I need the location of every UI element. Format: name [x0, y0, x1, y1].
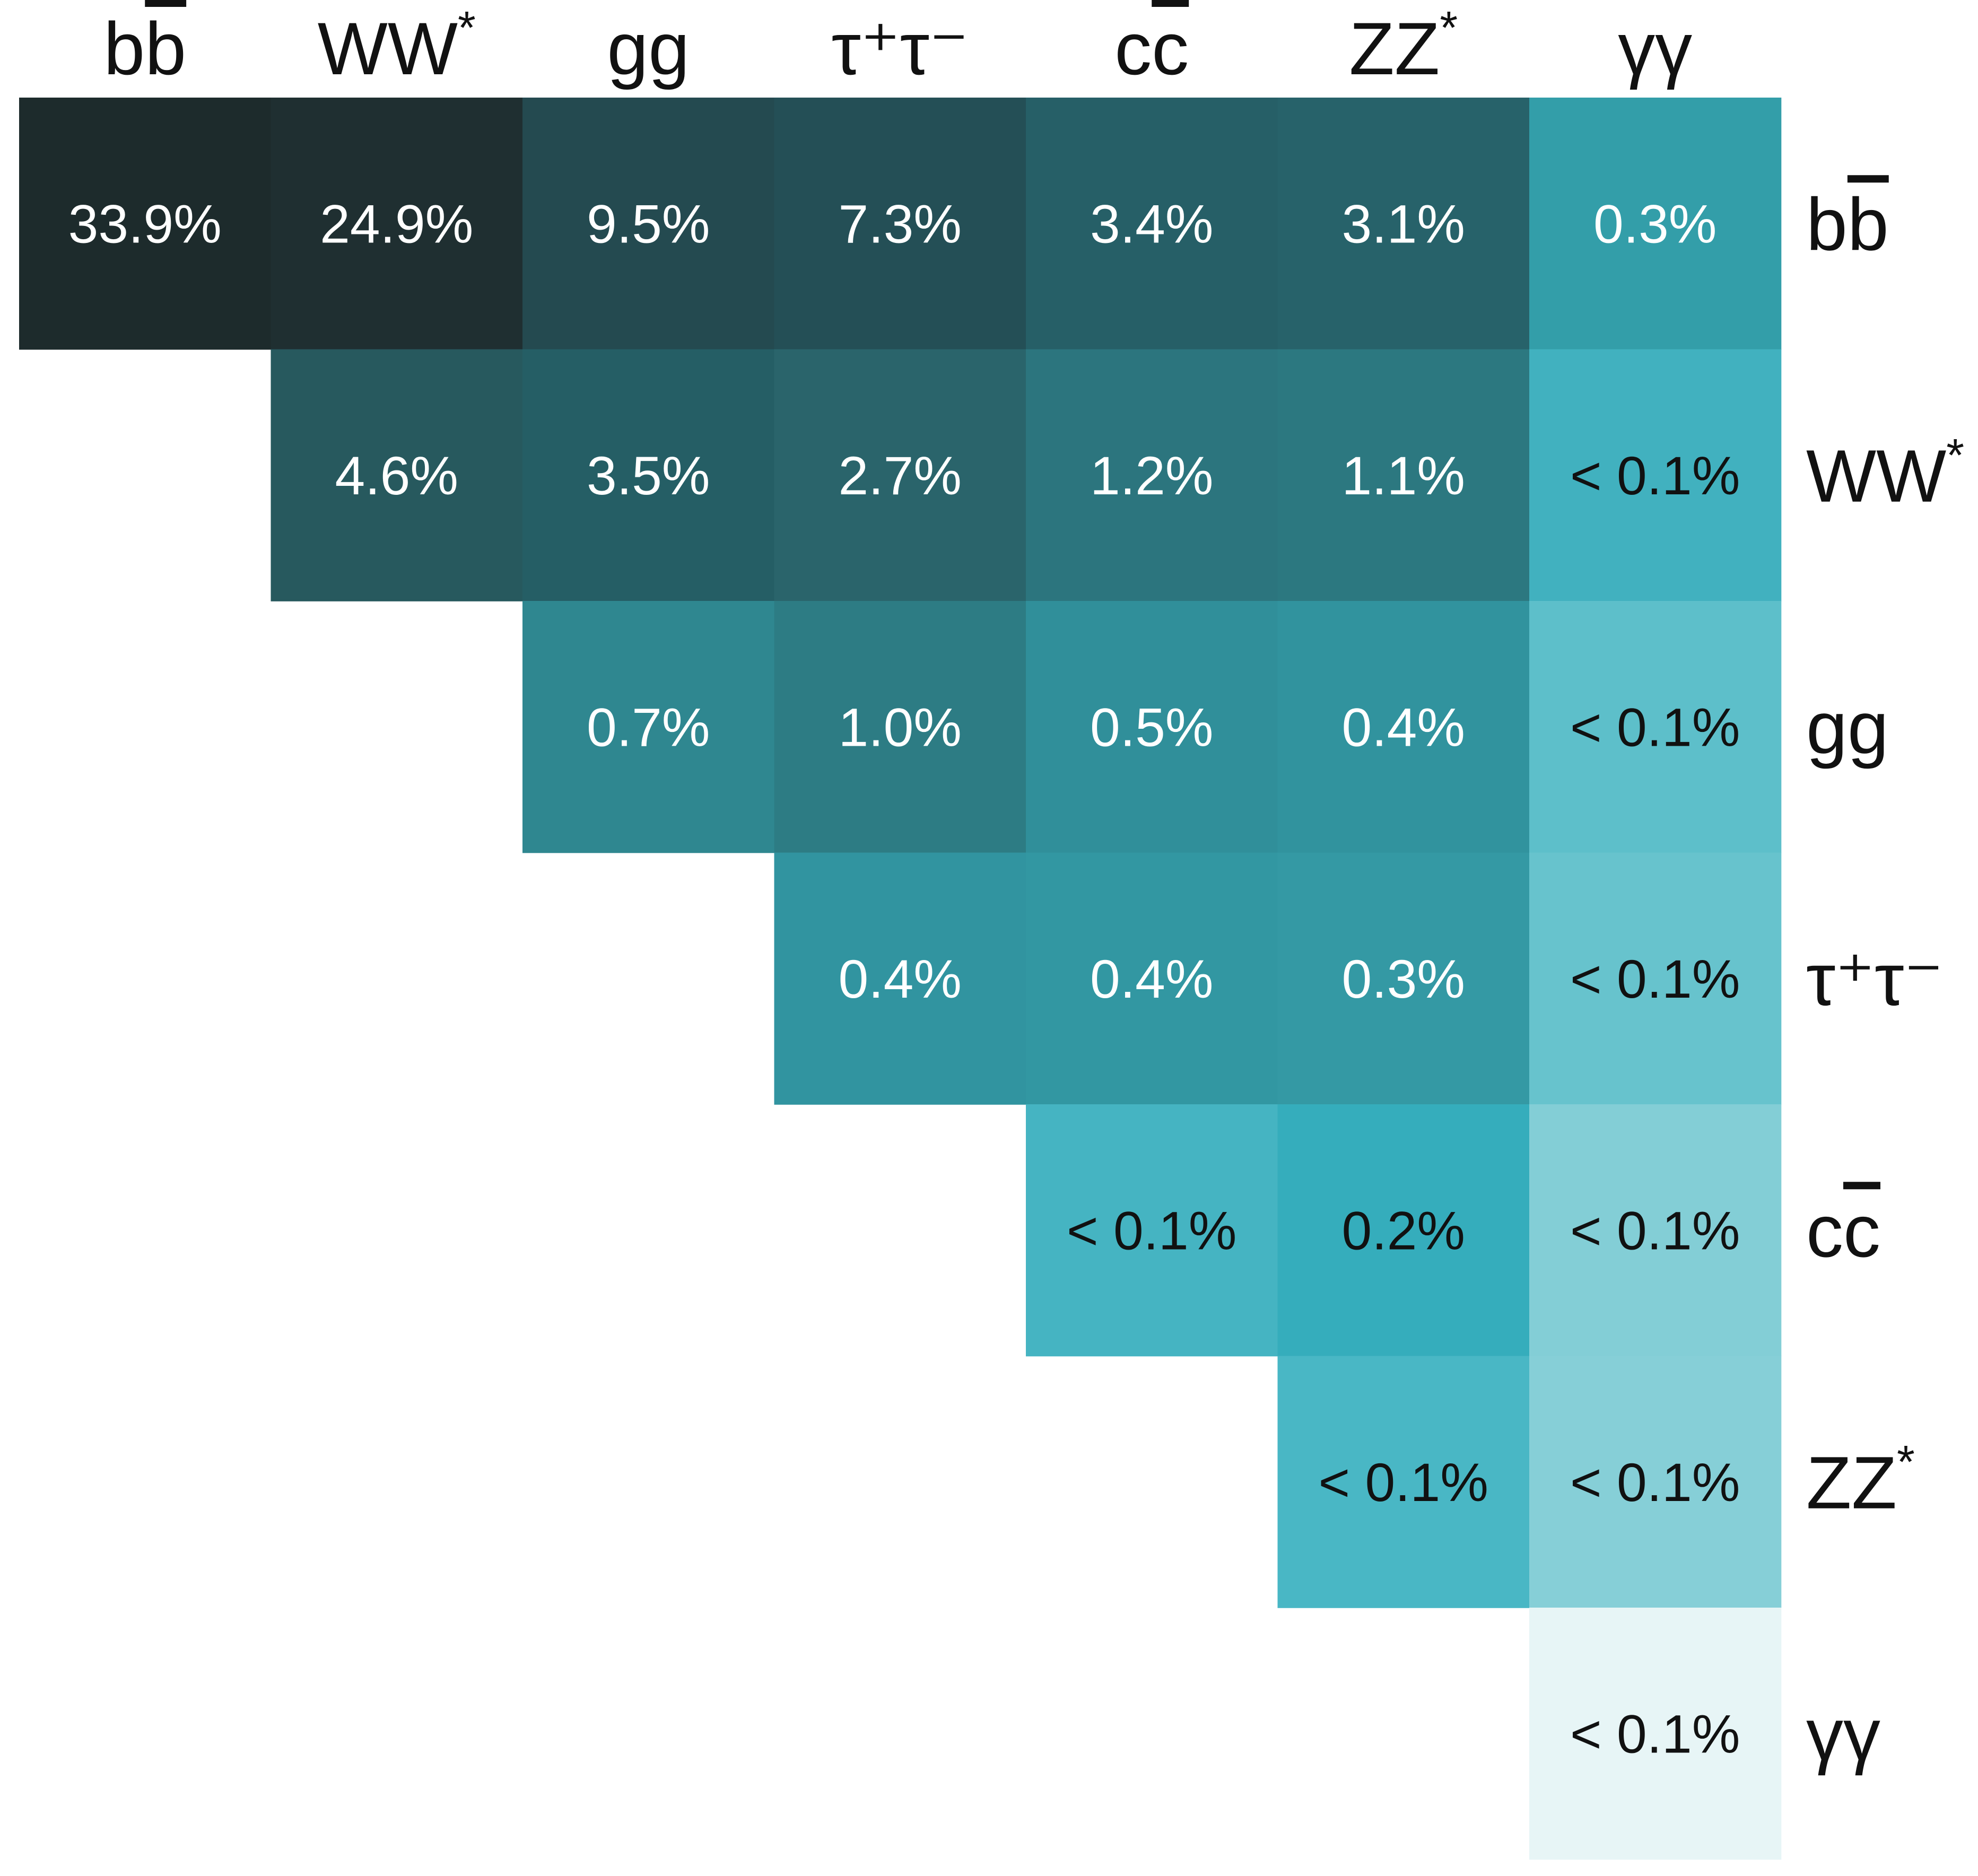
column-label-text: b [103, 7, 145, 90]
heatmap-cell-tautau-gammagamma [1529, 852, 1782, 1105]
heatmap-cell-ww-gammagamma [1529, 349, 1782, 601]
cell-value-label: < 0.1% [1570, 949, 1740, 1009]
heatmap-cell-bb-ww [271, 98, 523, 350]
column-label-zz: ZZ* [1349, 2, 1458, 90]
column-label-superscript: * [1440, 2, 1458, 54]
heatmap-cell-gg-gammagamma [1529, 601, 1782, 853]
column-label-text: gg [607, 7, 690, 90]
cell-value-label: 4.6% [335, 446, 459, 506]
cell-value-label: 3.4% [1090, 194, 1214, 254]
row-label-text: WW [1806, 434, 1946, 518]
column-label-superscript: * [458, 2, 476, 54]
cell-value-label: 33.9% [68, 194, 222, 254]
heatmap-cell-tautau-cc [1026, 852, 1278, 1105]
row-label-text: ZZ [1806, 1441, 1897, 1524]
cell-value-label: < 0.1% [1319, 1452, 1488, 1513]
column-label-cc: cc [1114, 7, 1189, 90]
column-label-text: WW [318, 7, 458, 90]
row-label-gammagamma: γγ [1806, 1692, 1880, 1776]
column-label-text: τ⁺τ⁻ [832, 7, 969, 90]
row-label-zz: ZZ* [1806, 1436, 1915, 1524]
heatmap-cell-bb-tautau [774, 98, 1026, 350]
heatmap-cell-bb-gg [522, 98, 775, 350]
heatmap-cell-bb-cc [1026, 98, 1278, 350]
cell-value-label: 2.7% [839, 446, 962, 506]
row-label-antiparticle: c [1843, 1189, 1880, 1272]
cell-value-label: 7.3% [839, 194, 962, 254]
column-label-antiparticle: b [145, 7, 186, 90]
heatmap-cell-cc-cc [1026, 1104, 1278, 1357]
column-label-bb: bb [103, 7, 186, 90]
heatmap-cell-ww-tautau [774, 349, 1026, 601]
cell-value-label: 0.2% [1342, 1200, 1466, 1261]
row-label-text: gg [1806, 686, 1889, 769]
heatmap-cell-gg-tautau [774, 601, 1026, 853]
cell-value-label: < 0.1% [1570, 1704, 1740, 1764]
cell-value-label: 0.4% [839, 949, 962, 1009]
cell-value-label: < 0.1% [1570, 446, 1740, 506]
cell-value-label: 9.5% [587, 194, 710, 254]
cell-value-label: 0.5% [1090, 697, 1214, 757]
heatmap-cell-tautau-zz [1277, 852, 1530, 1105]
row-label-tautau: τ⁺τ⁻ [1806, 938, 1943, 1021]
column-label-ww: WW* [318, 2, 476, 90]
cell-value-label: 1.1% [1342, 446, 1466, 506]
heatmap-cell-bb-zz [1277, 98, 1530, 350]
row-label-text: b [1806, 182, 1848, 266]
heatmap-cells: 33.9% 24.9% 9.5% 7.3% 3.4% 3.1% 0.3% 4.6% 3.5% 2.… [19, 98, 1782, 1860]
row-label-cc: cc [1806, 1189, 1880, 1272]
cell-value-label: 0.3% [1342, 949, 1466, 1009]
heatmap-cell-zz-gammagamma [1529, 1356, 1782, 1608]
row-label-superscript: * [1946, 430, 1964, 481]
column-label-text: ZZ [1349, 7, 1440, 90]
row-label-antiparticle: b [1848, 182, 1889, 266]
heatmap-cell-zz-zz [1277, 1356, 1530, 1608]
row-label-text: c [1806, 1189, 1843, 1272]
cell-value-label: 0.3% [1593, 194, 1717, 254]
row-label-bb: bb [1806, 182, 1889, 266]
cell-value-label: 3.5% [587, 446, 710, 506]
column-label-text: c [1114, 7, 1152, 90]
column-label-antiparticle: c [1152, 7, 1189, 90]
row-label-text: τ⁺τ⁻ [1806, 938, 1943, 1021]
cell-value-label: 24.9% [320, 194, 473, 254]
row-label-text: γγ [1806, 1692, 1880, 1776]
cell-value-label: < 0.1% [1570, 697, 1740, 757]
cell-value-label: 0.4% [1342, 697, 1466, 757]
heatmap-cell-bb-bb [19, 98, 272, 350]
heatmap-cell-gg-gg [522, 601, 775, 853]
cell-value-label: 0.7% [587, 697, 710, 757]
row-label-ww: WW* [1806, 430, 1964, 518]
heatmap-cell-ww-ww [271, 349, 523, 601]
row-label-gg: gg [1806, 686, 1889, 769]
heatmap-cell-cc-zz [1277, 1104, 1530, 1357]
heatmap-cell-cc-gammagamma [1529, 1104, 1782, 1357]
column-labels: bb WW* gg τ⁺τ⁻ cc ZZ* γγ [103, 2, 1692, 90]
cell-value-label: 0.4% [1090, 949, 1214, 1009]
cell-value-label: < 0.1% [1570, 1200, 1740, 1261]
heatmap-cell-ww-gg [522, 349, 775, 601]
cell-value-label: 1.0% [839, 697, 962, 757]
row-label-superscript: * [1897, 1436, 1915, 1488]
heatmap-cell-ww-cc [1026, 349, 1278, 601]
heatmap-cell-bb-gammagamma [1529, 98, 1782, 350]
cell-value-label: < 0.1% [1067, 1200, 1236, 1261]
heatmap-cell-tautau-tautau [774, 852, 1026, 1105]
cell-value-label: 1.2% [1090, 446, 1214, 506]
cell-value-label: < 0.1% [1570, 1452, 1740, 1513]
heatmap-cell-gg-cc [1026, 601, 1278, 853]
cell-value-label: 3.1% [1342, 194, 1466, 254]
column-label-gg: gg [607, 7, 690, 90]
heatmap-cell-gammagamma-gammagamma [1529, 1608, 1782, 1860]
column-label-tautau: τ⁺τ⁻ [832, 7, 969, 90]
column-label-text: γγ [1618, 7, 1692, 90]
heatmap-cell-gg-zz [1277, 601, 1530, 853]
column-label-gammagamma: γγ [1618, 7, 1692, 90]
heatmap-cell-ww-zz [1277, 349, 1530, 601]
